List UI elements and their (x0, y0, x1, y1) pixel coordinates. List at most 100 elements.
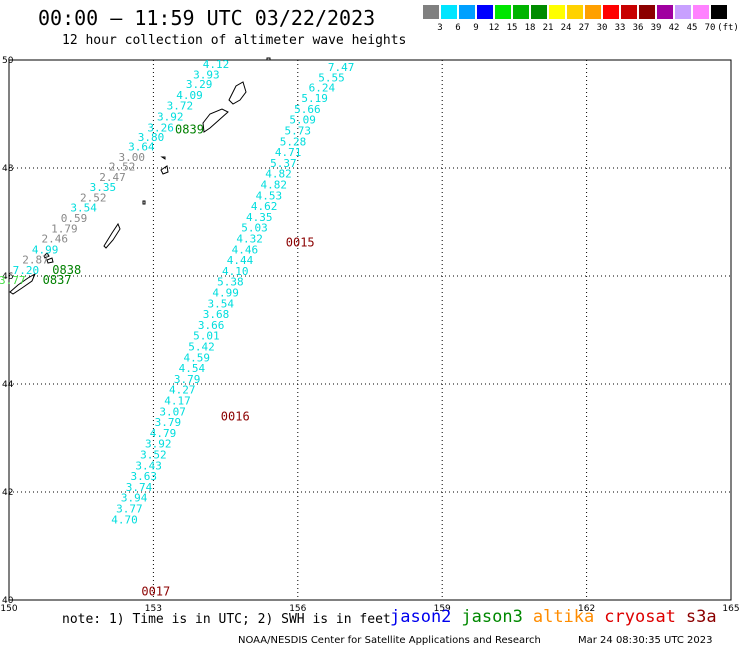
wave-height-value: 3.79 (174, 373, 201, 386)
wave-height-value: 6.24 (309, 81, 336, 94)
footnote: note: 1) Time is in UTC; 2) SWH is in fe… (62, 612, 391, 627)
satellite-legend-item: jason2 (390, 607, 452, 627)
wave-height-value: 4.99 (212, 287, 239, 300)
island-outline (142, 200, 146, 205)
color-label: 12 (488, 23, 500, 33)
pass-time-label: 0837 (43, 273, 72, 287)
lon-tick-label: 159 (434, 604, 451, 614)
wave-height-value: 5.66 (294, 103, 321, 116)
pass-time-label: 0015 (286, 235, 315, 249)
color-label: 39 (650, 23, 662, 33)
wave-height-value: 3.54 (70, 202, 97, 215)
wave-height-value: 5.37 (270, 157, 297, 170)
color-swatch (459, 5, 475, 19)
color-label: (ft) (717, 23, 739, 33)
wave-height-value: 13.77 (0, 274, 26, 287)
wave-height-value: 3.54 (208, 297, 235, 310)
wave-height-value: 5.01 (193, 330, 220, 343)
color-label: 3 (437, 23, 443, 33)
wave-height-value: 5.38 (217, 276, 244, 289)
color-swatch (711, 5, 727, 19)
color-swatch (441, 5, 457, 19)
wave-height-value: 4.35 (246, 211, 273, 224)
wave-height-value: 3.79 (155, 416, 182, 429)
lon-tick-label: 156 (289, 604, 306, 614)
wave-height-value: 4.46 (232, 243, 259, 256)
color-swatch (567, 5, 583, 19)
wave-height-value: 4.32 (236, 233, 263, 246)
color-swatch (621, 5, 637, 19)
wave-height-value: 3.52 (140, 449, 167, 462)
wave-height-value: 4.53 (256, 189, 283, 202)
color-swatch (549, 5, 565, 19)
wave-height-value: 4.82 (260, 179, 287, 192)
page-subtitle: 12 hour collection of altimeter wave hei… (62, 33, 407, 48)
lon-tick-label: 165 (722, 604, 739, 614)
wave-height-value: 4.79 (150, 427, 177, 440)
wave-height-value: 3.92 (145, 438, 172, 451)
color-label: 33 (614, 23, 626, 33)
color-swatch (675, 5, 691, 19)
wave-height-value: 3.74 (126, 481, 153, 494)
wave-height-value: 4.10 (222, 265, 249, 278)
satellite-legend-item: jason3 (461, 607, 523, 627)
color-swatch (477, 5, 493, 19)
color-swatch (603, 5, 619, 19)
wave-height-value: 4.99 (32, 243, 59, 256)
lon-tick-label: 162 (578, 604, 595, 614)
color-swatch (585, 5, 601, 19)
wave-height-value: 3.35 (90, 181, 117, 194)
wave-height-value: 4.62 (251, 200, 278, 213)
color-swatch (531, 5, 547, 19)
island-outline (202, 108, 229, 133)
lat-tick-label: 46 (2, 272, 14, 282)
island-outline (46, 257, 54, 264)
island-outline (9, 272, 37, 295)
wave-height-value: 3.92 (157, 110, 184, 123)
color-swatch (657, 5, 673, 19)
color-label: 30 (596, 23, 608, 33)
wave-height-value: 7.47 (328, 61, 355, 74)
color-label: 42 (668, 23, 680, 33)
credit-line: NOAA/NESDIS Center for Satellite Applica… (238, 635, 541, 646)
wave-height-value: 2.52 (109, 161, 136, 174)
satellite-legend-item: altika (532, 607, 595, 627)
island-outline (103, 222, 121, 249)
lat-tick-label: 48 (2, 164, 14, 174)
wave-height-value: 5.73 (285, 125, 312, 138)
wave-height-value: 4.12 (203, 58, 230, 71)
wave-height-value: 3.63 (131, 470, 158, 483)
lat-tick-label: 40 (2, 596, 14, 606)
island-outline (160, 156, 166, 160)
satellite-legend: jason2 jason3 altika cryosat s3a (390, 607, 727, 627)
color-swatch (693, 5, 709, 19)
satellite-legend-item: s3a (685, 607, 717, 627)
wave-height-value: 3.77 (116, 503, 143, 516)
island-outline (43, 252, 50, 259)
lat-tick-label: 44 (2, 380, 14, 390)
color-label: 21 (542, 23, 554, 33)
island-outline (228, 81, 247, 105)
color-label: 45 (686, 23, 698, 33)
lat-tick-label: 42 (2, 488, 13, 498)
satellite-legend-item: cryosat (604, 607, 676, 627)
wave-height-value: 3.64 (128, 141, 155, 154)
wave-height-value: 4.27 (169, 384, 196, 397)
wave-height-value: 2.47 (99, 171, 126, 184)
wave-height-value: 3.93 (193, 68, 220, 81)
color-label: 27 (578, 23, 590, 33)
wave-height-value: 4.71 (275, 146, 302, 159)
pass-time-label: 0016 (221, 410, 250, 424)
color-swatch (423, 5, 439, 19)
wave-height-value: 5.03 (241, 222, 268, 235)
lat-tick-label: 50 (2, 56, 14, 66)
wave-height-value: 4.82 (265, 168, 292, 181)
wave-height-value: 3.72 (167, 100, 194, 113)
color-label: 6 (455, 23, 461, 33)
color-label: 9 (473, 23, 479, 33)
color-label: 70 (704, 23, 716, 33)
color-label: 15 (506, 23, 518, 33)
color-swatch (639, 5, 655, 19)
wave-height-value: 0.59 (61, 212, 88, 225)
